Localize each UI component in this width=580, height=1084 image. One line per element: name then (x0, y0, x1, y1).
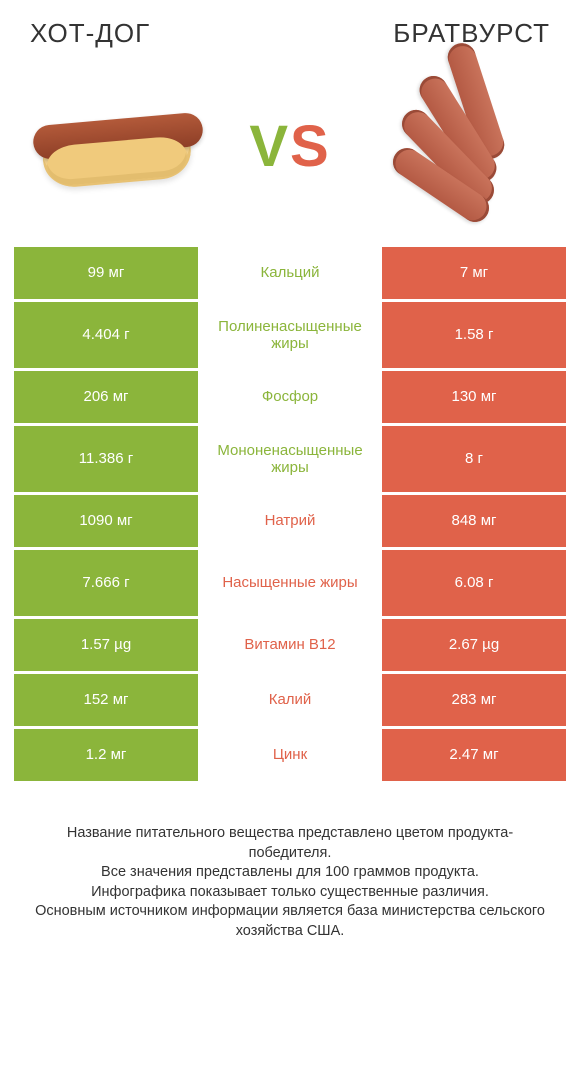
hero-row: VS (14, 61, 566, 247)
hotdog-image (32, 81, 202, 211)
table-row: 99 мгКальций7 мг (14, 247, 566, 299)
left-value: 152 мг (14, 674, 198, 726)
left-value: 1.2 мг (14, 729, 198, 781)
left-value: 206 мг (14, 371, 198, 423)
left-value: 99 мг (14, 247, 198, 299)
title-row: ХОТ-ДОГ БРАТВУРСТ (14, 18, 566, 61)
footer-line: Основным источником информации является … (32, 902, 548, 941)
vs-v: V (249, 114, 290, 179)
table-row: 206 мгФосфор130 мг (14, 371, 566, 423)
nutrient-label: Калий (198, 674, 382, 726)
right-value: 7 мг (382, 247, 566, 299)
bratwurst-image (378, 81, 548, 211)
right-value: 6.08 г (382, 550, 566, 616)
vs-label: VS (249, 113, 330, 180)
footer-line: Все значения представлены для 100 граммо… (32, 863, 548, 883)
nutrient-label: Насыщенные жиры (198, 550, 382, 616)
left-value: 1.57 µg (14, 619, 198, 671)
right-value: 130 мг (382, 371, 566, 423)
right-value: 283 мг (382, 674, 566, 726)
nutrient-label: Полиненасыщенные жиры (198, 302, 382, 368)
footer-line: Инфографика показывает только существенн… (32, 883, 548, 903)
right-value: 1.58 г (382, 302, 566, 368)
table-row: 7.666 гНасыщенные жиры6.08 г (14, 550, 566, 616)
left-value: 1090 мг (14, 495, 198, 547)
comparison-table: 99 мгКальций7 мг4.404 гПолиненасыщенные … (14, 247, 566, 781)
infographic: ХОТ-ДОГ БРАТВУРСТ VS 99 мгКальций7 мг4.4… (0, 0, 580, 971)
right-value: 848 мг (382, 495, 566, 547)
right-value: 2.67 µg (382, 619, 566, 671)
left-value: 7.666 г (14, 550, 198, 616)
right-product-title: БРАТВУРСТ (393, 18, 550, 49)
footer-line: Название питательного вещества представл… (32, 824, 548, 863)
right-value: 8 г (382, 426, 566, 492)
nutrient-label: Фосфор (198, 371, 382, 423)
table-row: 11.386 гМононенасыщенные жиры8 г (14, 426, 566, 492)
table-row: 1.57 µgВитамин B122.67 µg (14, 619, 566, 671)
left-value: 11.386 г (14, 426, 198, 492)
nutrient-label: Кальций (198, 247, 382, 299)
left-product-title: ХОТ-ДОГ (30, 18, 150, 49)
nutrient-label: Натрий (198, 495, 382, 547)
right-value: 2.47 мг (382, 729, 566, 781)
footer-notes: Название питательного вещества представл… (14, 784, 566, 941)
table-row: 1090 мгНатрий848 мг (14, 495, 566, 547)
table-row: 4.404 гПолиненасыщенные жиры1.58 г (14, 302, 566, 368)
vs-s: S (290, 114, 331, 179)
nutrient-label: Мононенасыщенные жиры (198, 426, 382, 492)
nutrient-label: Витамин B12 (198, 619, 382, 671)
nutrient-label: Цинк (198, 729, 382, 781)
table-row: 1.2 мгЦинк2.47 мг (14, 729, 566, 781)
left-value: 4.404 г (14, 302, 198, 368)
table-row: 152 мгКалий283 мг (14, 674, 566, 726)
